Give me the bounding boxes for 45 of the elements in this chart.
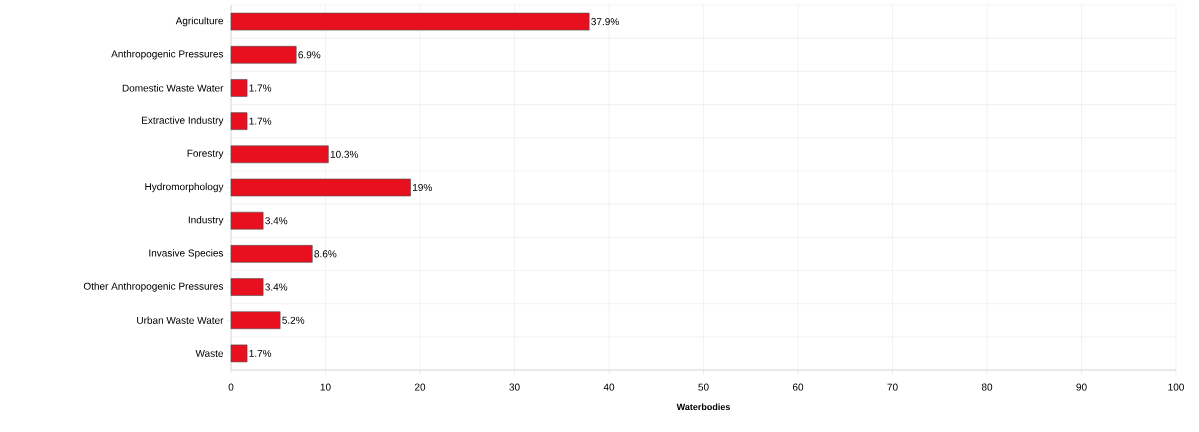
bar bbox=[230, 311, 281, 330]
data-label: 1.7% bbox=[249, 117, 272, 125]
data-label: 10.3% bbox=[330, 150, 359, 158]
x-tick-label: 80 bbox=[981, 383, 993, 391]
y-tick-label: Urban Waste Water bbox=[137, 316, 224, 324]
x-axis-title: Waterbodies bbox=[676, 403, 730, 411]
data-label: 3.4% bbox=[265, 217, 288, 225]
data-label: 5.2% bbox=[282, 316, 305, 324]
bar bbox=[230, 211, 264, 230]
x-tick-label: 20 bbox=[414, 383, 426, 391]
x-tick-label: 70 bbox=[887, 383, 898, 391]
data-label: 6.9% bbox=[298, 51, 321, 59]
bar bbox=[230, 344, 248, 363]
bar bbox=[230, 245, 313, 263]
bar bbox=[230, 278, 264, 296]
x-tick-label: 40 bbox=[603, 383, 615, 391]
x-tick-label: 100 bbox=[1168, 383, 1184, 391]
data-label: 3.4% bbox=[265, 283, 288, 291]
y-tick-label: Forestry bbox=[187, 149, 224, 159]
bar bbox=[230, 45, 297, 64]
y-tick-label: Domestic Waste Water bbox=[122, 84, 224, 92]
y-tick-label: Anthropogenic Pressures bbox=[111, 50, 224, 60]
data-label: 8.6% bbox=[314, 250, 337, 258]
x-tick-label: 90 bbox=[1076, 383, 1087, 391]
x-tick-label: 30 bbox=[509, 383, 520, 391]
y-tick-label: Invasive Species bbox=[149, 249, 224, 259]
data-label: 19% bbox=[413, 183, 432, 192]
y-tick-label: Industry bbox=[188, 216, 224, 226]
y-tick-label: Other Anthropogenic Pressures bbox=[83, 282, 224, 292]
bar bbox=[230, 79, 248, 97]
x-tick-label: 10 bbox=[320, 383, 331, 391]
bar bbox=[230, 178, 411, 197]
bar bbox=[230, 145, 329, 164]
y-tick-label: Hydromorphology bbox=[145, 182, 224, 193]
y-tick-label: Agriculture bbox=[175, 16, 224, 27]
x-tick-label: 60 bbox=[792, 383, 804, 391]
y-tick-label: Extractive Industry bbox=[142, 116, 224, 126]
data-label: 1.7% bbox=[249, 84, 272, 92]
bar bbox=[230, 12, 590, 31]
bar bbox=[230, 112, 248, 130]
x-tick-label: 50 bbox=[698, 383, 709, 391]
y-tick-label: Waste bbox=[195, 349, 224, 357]
data-label: 1.7% bbox=[249, 349, 272, 357]
data-label: 37.9% bbox=[591, 18, 619, 26]
x-tick-label: 0 bbox=[228, 383, 234, 391]
